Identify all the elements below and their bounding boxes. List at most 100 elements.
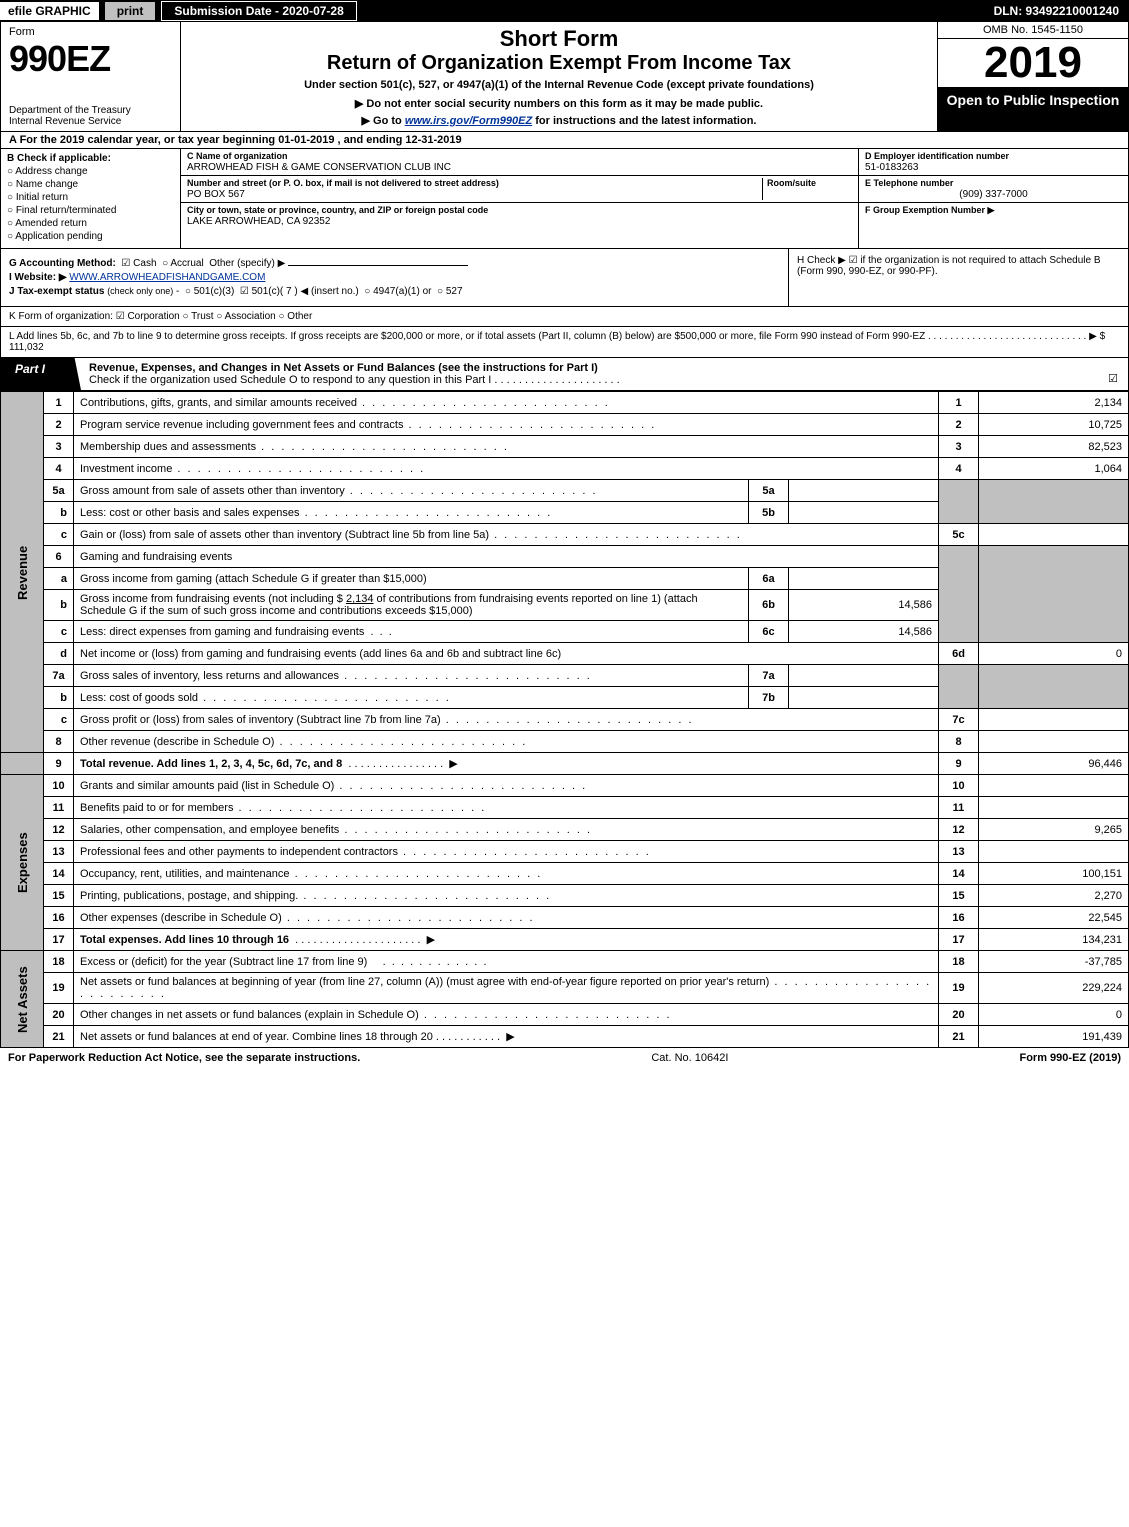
chk-address-change[interactable]: Address change bbox=[7, 166, 174, 177]
c-street-label: Number and street (or P. O. box, if mail… bbox=[187, 178, 499, 188]
ein-value: 51-0183263 bbox=[865, 162, 918, 173]
ln-9: 9 bbox=[44, 753, 74, 775]
midval-6a bbox=[789, 568, 939, 590]
val-6d: 0 bbox=[979, 643, 1129, 665]
desc-21: Net assets or fund balances at end of ye… bbox=[80, 1031, 433, 1043]
chk-accrual[interactable]: Accrual bbox=[162, 258, 204, 269]
desc-14: Occupancy, rent, utilities, and maintena… bbox=[80, 868, 542, 880]
midval-7a bbox=[789, 665, 939, 687]
ln-6c: c bbox=[44, 621, 74, 643]
print-button[interactable]: print bbox=[105, 2, 156, 20]
coln-1: 1 bbox=[939, 392, 979, 414]
val-10 bbox=[979, 775, 1129, 797]
val-12: 9,265 bbox=[979, 819, 1129, 841]
page-footer: For Paperwork Reduction Act Notice, see … bbox=[0, 1048, 1129, 1068]
coln-18: 18 bbox=[939, 951, 979, 973]
coln-14: 14 bbox=[939, 863, 979, 885]
title-short-form: Short Form bbox=[191, 26, 927, 52]
desc-7b: Less: cost of goods sold bbox=[80, 692, 451, 704]
val-5c bbox=[979, 524, 1129, 546]
footer-left: For Paperwork Reduction Act Notice, see … bbox=[8, 1052, 360, 1064]
table-row: 20 Other changes in net assets or fund b… bbox=[1, 1004, 1129, 1026]
table-row: 6 Gaming and fundraising events bbox=[1, 546, 1129, 568]
website-link[interactable]: WWW.ARROWHEADFISHANDGAME.COM bbox=[69, 272, 265, 283]
submission-date: Submission Date - 2020-07-28 bbox=[161, 1, 356, 21]
chk-final-return[interactable]: Final return/terminated bbox=[7, 205, 174, 216]
revenue-table: Revenue 1 Contributions, gifts, grants, … bbox=[0, 391, 1129, 1048]
desc-20: Other changes in net assets or fund bala… bbox=[80, 1009, 672, 1021]
val-20: 0 bbox=[979, 1004, 1129, 1026]
ln-3: 3 bbox=[44, 436, 74, 458]
midln-5a: 5a bbox=[749, 480, 789, 502]
d-ein-label: D Employer identification number bbox=[865, 151, 1009, 161]
desc-19: Net assets or fund balances at beginning… bbox=[80, 976, 931, 1000]
ln-6d: d bbox=[44, 643, 74, 665]
table-row: 21 Net assets or fund balances at end of… bbox=[1, 1026, 1129, 1048]
table-row: 8 Other revenue (describe in Schedule O)… bbox=[1, 731, 1129, 753]
footer-formref: Form 990-EZ (2019) bbox=[1019, 1052, 1121, 1064]
side-expenses: Expenses bbox=[1, 775, 44, 951]
row-a-taxyear: A For the 2019 calendar year, or tax yea… bbox=[0, 132, 1129, 149]
ln-6a: a bbox=[44, 568, 74, 590]
chk-amended-return[interactable]: Amended return bbox=[7, 218, 174, 229]
desc-3: Membership dues and assessments bbox=[80, 441, 509, 453]
coln-3: 3 bbox=[939, 436, 979, 458]
desc-6a: Gross income from gaming (attach Schedul… bbox=[74, 568, 749, 590]
ln-4: 4 bbox=[44, 458, 74, 480]
chk-name-change[interactable]: Name change bbox=[7, 179, 174, 190]
i-website: I Website: ▶ WWW.ARROWHEADFISHANDGAME.CO… bbox=[9, 272, 780, 283]
form-number: 990EZ bbox=[9, 38, 172, 80]
row-k-form-org: K Form of organization: ☑ Corporation ○ … bbox=[0, 307, 1129, 327]
form-title-block: Short Form Return of Organization Exempt… bbox=[181, 22, 938, 131]
chk-initial-return[interactable]: Initial return bbox=[7, 192, 174, 203]
val-9: 96,446 bbox=[979, 753, 1129, 775]
ln-18: 18 bbox=[44, 951, 74, 973]
midval-7b bbox=[789, 687, 939, 709]
part1-check[interactable]: ☑ bbox=[1098, 358, 1128, 390]
coln-2: 2 bbox=[939, 414, 979, 436]
table-row: d Net income or (loss) from gaming and f… bbox=[1, 643, 1129, 665]
table-row: 15 Printing, publications, postage, and … bbox=[1, 885, 1129, 907]
table-row: Net Assets 18 Excess or (deficit) for th… bbox=[1, 951, 1129, 973]
ln-8: 8 bbox=[44, 731, 74, 753]
val-17: 134,231 bbox=[979, 929, 1129, 951]
chk-cash[interactable]: Cash bbox=[121, 258, 156, 269]
side-netassets: Net Assets bbox=[1, 951, 44, 1048]
subtitle-ssn: ▶ Do not enter social security numbers o… bbox=[191, 97, 927, 110]
val-14: 100,151 bbox=[979, 863, 1129, 885]
desc-6: Gaming and fundraising events bbox=[74, 546, 939, 568]
midln-6c: 6c bbox=[749, 621, 789, 643]
desc-6d: Net income or (loss) from gaming and fun… bbox=[74, 643, 939, 665]
ln-11: 11 bbox=[44, 797, 74, 819]
table-row: 14 Occupancy, rent, utilities, and maint… bbox=[1, 863, 1129, 885]
footer-catno: Cat. No. 10642I bbox=[651, 1052, 728, 1064]
ln-6: 6 bbox=[44, 546, 74, 568]
coln-13: 13 bbox=[939, 841, 979, 863]
table-row: 11 Benefits paid to or for members 11 bbox=[1, 797, 1129, 819]
table-row: Expenses 10 Grants and similar amounts p… bbox=[1, 775, 1129, 797]
desc-8: Other revenue (describe in Schedule O) bbox=[80, 736, 527, 748]
val-2: 10,725 bbox=[979, 414, 1129, 436]
part1-header: Part I Revenue, Expenses, and Changes in… bbox=[0, 358, 1129, 391]
ln-10: 10 bbox=[44, 775, 74, 797]
val-3: 82,523 bbox=[979, 436, 1129, 458]
table-row: 17 Total expenses. Add lines 10 through … bbox=[1, 929, 1129, 951]
desc-18: Excess or (deficit) for the year (Subtra… bbox=[80, 956, 367, 968]
desc-7a: Gross sales of inventory, less returns a… bbox=[80, 670, 592, 682]
top-bar: efile GRAPHIC print Submission Date - 20… bbox=[0, 0, 1129, 22]
table-row: 7a Gross sales of inventory, less return… bbox=[1, 665, 1129, 687]
irs-link[interactable]: www.irs.gov/Form990EZ bbox=[405, 115, 532, 127]
val-21: 191,439 bbox=[979, 1026, 1129, 1048]
desc-16: Other expenses (describe in Schedule O) bbox=[80, 912, 535, 924]
part1-tab: Part I bbox=[1, 358, 81, 390]
desc-7c: Gross profit or (loss) from sales of inv… bbox=[80, 714, 694, 726]
ln-7b: b bbox=[44, 687, 74, 709]
chk-application-pending[interactable]: Application pending bbox=[7, 231, 174, 242]
efile-label: efile GRAPHIC bbox=[0, 2, 99, 20]
chk-other[interactable]: Other (specify) ▶ bbox=[209, 258, 285, 269]
ln-17: 17 bbox=[44, 929, 74, 951]
org-name: ARROWHEAD FISH & GAME CONSERVATION CLUB … bbox=[187, 162, 451, 173]
val-4: 1,064 bbox=[979, 458, 1129, 480]
coln-15: 15 bbox=[939, 885, 979, 907]
ln-7a: 7a bbox=[44, 665, 74, 687]
